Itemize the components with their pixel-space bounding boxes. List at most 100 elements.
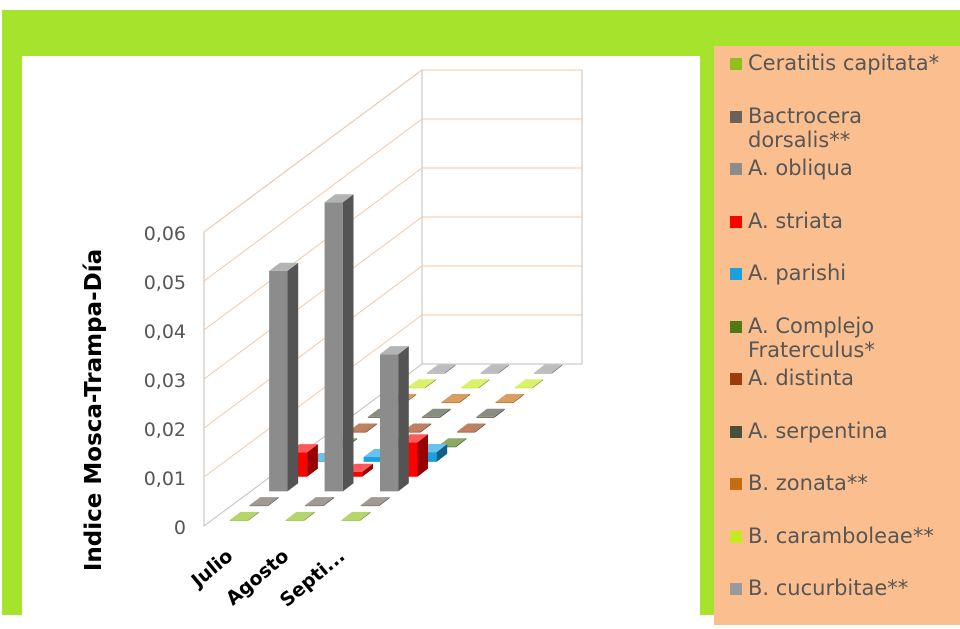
bar-side: [498, 364, 509, 374]
legend-entry: A. Complejo Fraterculus*: [728, 314, 960, 367]
bar: [476, 408, 505, 418]
bar-top: [427, 364, 456, 373]
bar: [380, 346, 409, 492]
bar: [457, 423, 486, 433]
bar-top: [476, 408, 505, 417]
legend-swatch: [730, 215, 742, 228]
legend-swatch: [730, 583, 742, 595]
bar: [360, 497, 390, 507]
bar-front: [305, 505, 324, 507]
legend-swatch: [730, 320, 742, 333]
bar-side: [425, 379, 436, 389]
bar-top: [305, 497, 335, 506]
bar-front: [480, 372, 499, 374]
bar-front: [476, 416, 495, 418]
bar-side: [475, 423, 486, 433]
legend-entry: A. distinta: [728, 366, 960, 419]
bar-side: [455, 438, 467, 448]
bar-top: [457, 423, 486, 432]
bar-top: [269, 262, 299, 271]
bar-side: [304, 511, 315, 521]
y-tick-label: 0,01: [144, 468, 186, 490]
legend-entry: A. serpentina: [728, 419, 960, 472]
bar: [324, 194, 354, 492]
legend-label: B. cucurbitae**: [748, 576, 909, 600]
bar-front: [285, 520, 304, 521]
bar-front: [269, 270, 288, 492]
bar: [269, 262, 299, 492]
gridline: [203, 118, 582, 282]
bar-front: [422, 416, 440, 418]
legend-label: A. parishi: [748, 261, 847, 285]
legend-entry: B. caramboleae**: [728, 524, 960, 577]
bar: [441, 394, 470, 403]
y-tick-label: 0,05: [144, 272, 186, 294]
bar-front: [380, 354, 399, 492]
bar-side: [436, 444, 448, 462]
bar-front: [360, 505, 380, 507]
bar-front: [495, 402, 514, 403]
bar-front: [441, 402, 460, 403]
legend-entry: A. obliqua: [728, 156, 960, 209]
bar-top: [495, 394, 524, 403]
legend-label: A. distinta: [748, 366, 854, 390]
y-tick-label: 0: [174, 517, 186, 539]
bar-side: [439, 408, 451, 418]
bar: [461, 379, 490, 389]
y-tick-label: 0,03: [144, 370, 186, 392]
bar-top: [441, 394, 470, 403]
legend-label: B. caramboleae**: [748, 523, 934, 548]
bar-side: [360, 511, 371, 521]
legend-label: A. serpentina: [748, 418, 888, 443]
bar: [305, 497, 335, 507]
bar-top: [348, 423, 377, 432]
bar: [495, 394, 524, 403]
gridline: [203, 69, 582, 233]
bar-top: [360, 497, 390, 506]
bar: [348, 423, 377, 433]
legend-entry: Ceratitis capitata*: [728, 51, 960, 104]
bar-side: [267, 497, 279, 507]
bar-top: [249, 497, 279, 506]
bar-front: [407, 387, 425, 389]
bar-side: [420, 423, 432, 433]
bar-side: [379, 497, 390, 507]
bar-top: [324, 194, 354, 203]
bar-side: [478, 379, 490, 389]
bar: [514, 379, 543, 389]
bar-front: [461, 387, 479, 389]
bar-top: [380, 346, 409, 355]
bar-side: [248, 511, 259, 521]
bar: [427, 364, 456, 374]
bar-side: [323, 497, 335, 507]
bar-side: [551, 364, 563, 374]
bar-top: [461, 379, 490, 388]
y-axis-title: Indice Mosca-Trampa-Día: [81, 249, 107, 571]
legend-swatch: [730, 110, 742, 123]
legend-swatch: [730, 530, 742, 543]
bar-side: [342, 194, 354, 492]
bar-front: [229, 520, 249, 521]
bar-front: [427, 372, 445, 374]
bar-side: [513, 394, 524, 403]
bar-top: [229, 511, 259, 520]
bar: [249, 497, 279, 507]
legend-label: Ceratitis capitata*: [748, 51, 940, 75]
legend-swatch: [730, 268, 742, 280]
bar: [285, 511, 315, 521]
bar-top: [514, 379, 543, 388]
bar-front: [514, 387, 533, 389]
legend-swatch: [730, 163, 742, 175]
bar-top: [534, 364, 563, 373]
bar: [534, 364, 563, 374]
bar: [341, 511, 371, 521]
bar-front: [341, 520, 360, 521]
bar-side: [362, 463, 373, 477]
bar-top: [422, 408, 451, 417]
bar-front: [534, 372, 552, 374]
bar: [480, 364, 509, 374]
legend-swatch: [730, 425, 742, 438]
bar: [229, 511, 259, 521]
legend-swatch: [730, 478, 742, 490]
bar-top: [402, 423, 432, 432]
